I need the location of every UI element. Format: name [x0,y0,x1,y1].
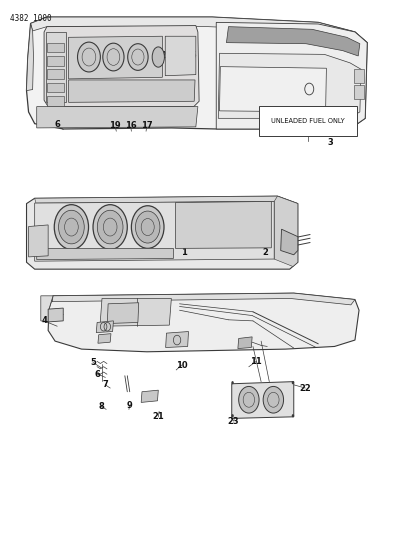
Circle shape [58,211,84,244]
Circle shape [78,42,100,72]
Circle shape [54,205,89,249]
Text: 8: 8 [98,402,104,410]
Polygon shape [48,293,359,352]
Circle shape [231,381,234,384]
Text: 17: 17 [141,122,153,130]
Polygon shape [52,293,355,305]
Polygon shape [175,201,271,248]
Text: 4382 1000: 4382 1000 [10,14,52,23]
Polygon shape [35,196,298,208]
Circle shape [98,211,123,244]
Polygon shape [27,17,367,129]
Polygon shape [141,390,158,402]
Polygon shape [27,23,33,91]
Text: UNLEADED FUEL ONLY: UNLEADED FUEL ONLY [271,118,345,124]
Text: 5: 5 [90,358,96,367]
Polygon shape [354,69,364,83]
Polygon shape [226,27,360,56]
Text: 3: 3 [328,138,333,147]
Polygon shape [48,308,63,322]
Text: 14: 14 [129,54,140,63]
Circle shape [103,43,124,71]
Circle shape [128,44,148,70]
Polygon shape [47,96,64,106]
Polygon shape [216,22,367,129]
Ellipse shape [152,47,164,67]
Text: 7: 7 [102,381,108,389]
Polygon shape [44,26,199,107]
Polygon shape [281,229,298,255]
Polygon shape [274,196,298,266]
Polygon shape [98,334,111,343]
Circle shape [292,414,294,417]
Circle shape [239,386,259,413]
Polygon shape [31,17,367,48]
Text: 18: 18 [104,57,116,66]
Text: 6: 6 [54,120,60,129]
Text: 21: 21 [153,413,164,421]
Text: 2: 2 [262,248,268,256]
Polygon shape [100,298,171,326]
Polygon shape [37,107,198,128]
Circle shape [135,211,160,243]
Polygon shape [165,36,196,76]
Text: 23: 23 [228,417,239,425]
Polygon shape [232,382,294,418]
Text: 20: 20 [161,52,172,60]
Text: 6: 6 [95,370,101,378]
Polygon shape [46,32,66,102]
Circle shape [93,205,127,249]
Text: 15: 15 [185,52,196,60]
Polygon shape [354,85,364,99]
Polygon shape [220,67,326,112]
Circle shape [131,206,164,248]
Polygon shape [47,43,64,52]
Polygon shape [238,337,252,349]
Polygon shape [47,56,64,66]
Text: 10: 10 [176,361,187,369]
Polygon shape [166,332,188,348]
Polygon shape [37,248,173,260]
Text: 25: 25 [58,226,69,235]
Text: 4: 4 [41,317,47,325]
Circle shape [292,381,294,384]
Polygon shape [218,53,361,118]
Polygon shape [47,83,64,92]
Text: 1: 1 [181,248,186,256]
Polygon shape [69,36,162,79]
Text: 19: 19 [109,122,121,130]
Polygon shape [35,201,274,261]
Text: 9: 9 [127,401,133,409]
Text: 22: 22 [299,384,311,392]
Polygon shape [29,225,48,257]
Polygon shape [107,303,139,324]
Polygon shape [96,321,113,333]
Circle shape [263,386,284,413]
Text: 16: 16 [125,122,136,130]
Polygon shape [41,296,53,322]
Polygon shape [47,69,64,79]
Text: 11: 11 [251,357,262,366]
Polygon shape [69,80,195,102]
Polygon shape [27,196,298,269]
Circle shape [231,414,234,417]
